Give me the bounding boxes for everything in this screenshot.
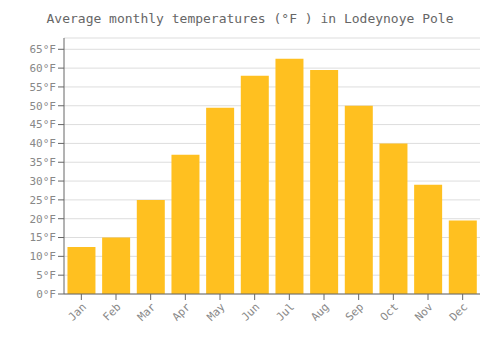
svg-text:45°F: 45°F <box>30 118 57 131</box>
svg-text:Feb: Feb <box>100 300 123 323</box>
svg-text:Nov: Nov <box>412 300 436 324</box>
svg-text:Mar: Mar <box>135 300 159 324</box>
svg-text:Jun: Jun <box>239 300 262 323</box>
svg-text:Apr: Apr <box>170 300 194 324</box>
svg-text:30°F: 30°F <box>30 175 57 188</box>
svg-text:Dec: Dec <box>447 300 470 323</box>
svg-text:May: May <box>204 300 228 324</box>
svg-text:0°F: 0°F <box>36 288 56 301</box>
svg-text:Aug: Aug <box>308 300 331 323</box>
svg-text:Oct: Oct <box>378 300 401 323</box>
html-text:Average monthly temperatures (: Average monthly temperatures (°F ) in Lo… <box>46 11 454 26</box>
svg-text:5°F: 5°F <box>36 269 56 282</box>
svg-text:Jul: Jul <box>274 300 297 323</box>
svg-text:60°F: 60°F <box>30 62 57 75</box>
svg-text:Jan: Jan <box>66 300 89 323</box>
svg-text:15°F: 15°F <box>30 231 57 244</box>
svg-text:35°F: 35°F <box>30 156 57 169</box>
svg-text:65°F: 65°F <box>30 43 57 56</box>
svg-text:55°F: 55°F <box>30 81 57 94</box>
svg-text:Sep: Sep <box>343 300 366 323</box>
svg-text:50°F: 50°F <box>30 100 57 113</box>
svg-text:40°F: 40°F <box>30 137 57 150</box>
svg-text:20°F: 20°F <box>30 213 57 226</box>
svg-text:25°F: 25°F <box>30 194 57 207</box>
svg-text:10°F: 10°F <box>30 250 57 263</box>
